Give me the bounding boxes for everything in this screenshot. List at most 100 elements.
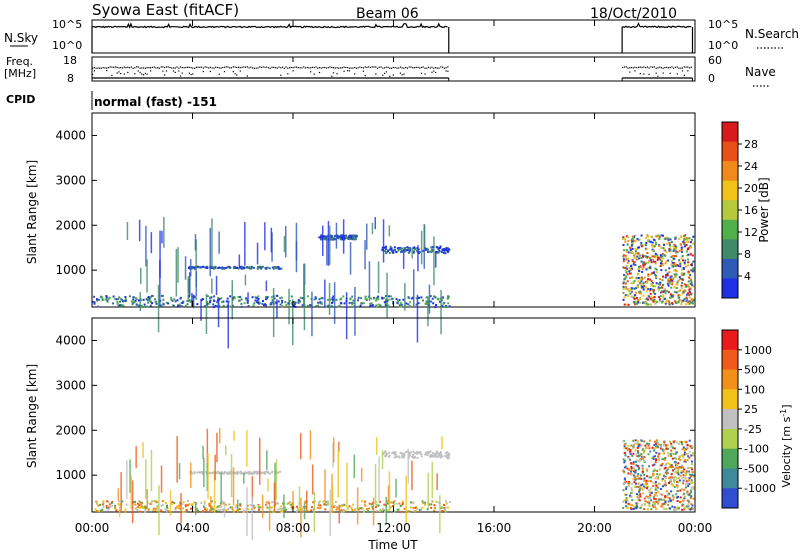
freq-point xyxy=(336,67,338,69)
power-echo xyxy=(640,234,643,237)
velocity-echo xyxy=(679,440,681,443)
power-echo xyxy=(639,276,642,279)
velocity-echo xyxy=(441,509,444,512)
velocity-echo xyxy=(627,445,630,447)
velocity-echo xyxy=(261,471,264,474)
power-echo xyxy=(257,301,260,304)
velocity-echo xyxy=(655,486,658,489)
freq-point xyxy=(406,67,408,69)
power-echo xyxy=(653,296,656,298)
power-echo xyxy=(441,248,444,251)
freq-point xyxy=(102,67,104,69)
velocity-echo xyxy=(142,505,145,508)
power-echo xyxy=(675,270,678,273)
power-echo xyxy=(646,280,649,283)
power-echo xyxy=(622,285,625,288)
freq-point xyxy=(248,67,250,69)
velocity-colorbar-swatch xyxy=(722,428,738,450)
velocity-echo xyxy=(688,456,691,459)
velocity-echo xyxy=(218,472,221,475)
velocity-echo xyxy=(393,510,396,513)
velocity-echo xyxy=(310,509,313,512)
nave-point xyxy=(134,73,136,75)
velocity-echo xyxy=(266,471,269,474)
power-echo xyxy=(256,299,259,302)
freq-point xyxy=(345,66,347,68)
velocity-echo xyxy=(318,507,321,510)
freq-point xyxy=(413,67,416,69)
power-echo xyxy=(671,295,674,298)
power-echo xyxy=(692,260,695,263)
velocity-echo xyxy=(677,462,680,465)
velocity-echo xyxy=(205,470,208,473)
velocity-echo xyxy=(118,500,120,503)
freq-point xyxy=(420,66,423,69)
power-echo xyxy=(672,250,675,253)
freq-point xyxy=(220,67,222,69)
velocity-echo xyxy=(649,494,652,497)
power-echo xyxy=(680,257,683,260)
power-echo xyxy=(270,301,273,304)
freq-point xyxy=(185,66,187,69)
freq-point xyxy=(190,67,192,69)
power-echo xyxy=(306,304,309,307)
freq-point xyxy=(378,66,380,68)
velocity-echo xyxy=(691,468,693,471)
freq-point xyxy=(327,67,329,69)
velocity-colorbar-swatch xyxy=(722,468,738,489)
velocity-echo xyxy=(637,477,640,480)
power-echo xyxy=(640,260,643,263)
power-echo xyxy=(653,245,656,248)
power-streak xyxy=(322,225,324,256)
velocity-echo xyxy=(684,477,687,480)
velocity-echo xyxy=(408,510,411,513)
velocity-echo xyxy=(681,504,684,507)
power-echo xyxy=(208,302,211,305)
velocity-streak xyxy=(129,459,131,493)
velocity-echo xyxy=(682,479,685,482)
freq-point xyxy=(278,66,280,68)
velocity-echo xyxy=(676,466,679,469)
freq-point xyxy=(285,66,287,68)
velocity-streak xyxy=(251,497,253,541)
power-echo xyxy=(645,268,648,271)
velocity-echo xyxy=(223,471,226,474)
power-echo xyxy=(214,265,217,268)
velocity-echo xyxy=(641,471,644,474)
power-echo xyxy=(646,298,649,301)
velocity-streak xyxy=(300,497,302,538)
power-echo xyxy=(684,290,687,293)
power-echo xyxy=(650,298,653,301)
power-echo xyxy=(101,296,104,299)
velocity-echo xyxy=(668,493,671,496)
velocity-echo xyxy=(636,474,639,477)
power-echo xyxy=(636,248,638,251)
power-echo xyxy=(674,244,677,247)
velocity-echo xyxy=(218,505,221,508)
velocity-colorbar-tick-label: -100 xyxy=(744,443,769,456)
velocity-echo xyxy=(684,471,687,474)
power-echo xyxy=(270,296,273,299)
power-echo xyxy=(645,242,648,244)
power-echo xyxy=(666,274,669,277)
velocity-echo xyxy=(205,509,207,512)
power-echo xyxy=(281,305,284,308)
freq-point xyxy=(158,67,160,69)
velocity-echo xyxy=(196,471,199,474)
velocity-streak xyxy=(372,497,375,526)
power-echo xyxy=(648,266,651,269)
power-echo xyxy=(673,285,676,288)
power-echo xyxy=(644,298,647,301)
freq-point xyxy=(107,67,109,69)
power-echo xyxy=(332,298,334,301)
power-echo xyxy=(434,306,437,309)
velocity-echo xyxy=(441,506,444,509)
power-echo xyxy=(634,292,637,295)
power-echo xyxy=(238,299,241,302)
power-streak xyxy=(345,292,348,340)
power-echo xyxy=(356,305,359,308)
velocity-echo xyxy=(156,508,159,511)
velocity-echo xyxy=(239,504,242,507)
velocity-streak xyxy=(130,475,132,510)
